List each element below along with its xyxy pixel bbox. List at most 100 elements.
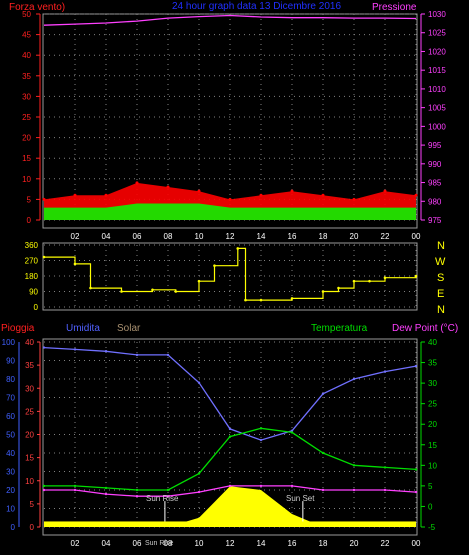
wind-gust-point-5 [197, 189, 201, 193]
temperature-point-2 [104, 486, 108, 490]
rain-tick-label-50: 50 [6, 431, 15, 440]
chart-date-title: 24 hour graph data 13 Dicembre 2016 [172, 1, 341, 12]
wind-left-tick-label-25: 25 [22, 113, 31, 122]
temperature-tick-label-40: 40 [428, 338, 437, 347]
dir-tick-label-90: 90 [29, 288, 38, 297]
compass-labels: N W S E N [435, 240, 446, 316]
dewpoint-point-7 [259, 484, 263, 488]
compass-w: W [435, 256, 446, 268]
dewpoint-point-12 [414, 490, 418, 494]
rain-tick-label-40: 40 [6, 449, 15, 458]
bottom-x-tick-label-08: 08 [164, 539, 173, 548]
rain-label: Pioggia [1, 323, 35, 334]
humidity-point-9 [321, 392, 325, 395]
wind-left-tick-label-35: 35 [22, 72, 31, 81]
wind-direction-point-11 [290, 297, 294, 300]
dir-tick-label-180: 180 [25, 272, 39, 281]
wind-direction-point-6 [197, 279, 201, 283]
wind-direction-point-2 [89, 286, 92, 290]
humidity-point-10 [352, 377, 356, 381]
pressure-tick-label-1000: 1000 [428, 122, 446, 131]
grid [44, 13, 417, 528]
temperature-point-5 [197, 472, 201, 475]
wind-left-tick-label-20: 20 [22, 134, 31, 143]
temperature-tick-label-35: 35 [428, 359, 437, 368]
rain-tick-label-90: 90 [6, 357, 15, 366]
compass-e: E [437, 288, 444, 300]
humidity-tick-label-5: 5 [30, 500, 35, 509]
dewpoint-point-0 [42, 488, 46, 492]
humidity-point-8 [290, 429, 294, 432]
temperature-tick-label-20: 20 [428, 420, 437, 429]
wind-left-tick-label-30: 30 [22, 92, 31, 101]
humidity-point-3 [135, 353, 139, 357]
wind-x-tick-label-12: 12 [226, 232, 235, 241]
humidity-point-2 [104, 350, 108, 353]
wind-left-tick-label-40: 40 [22, 51, 31, 60]
temperature-point-10 [352, 464, 356, 467]
wind-direction-point-15 [368, 279, 371, 283]
sunrise-axis-annotation: Sun Rise [145, 540, 174, 547]
bottom-x-tick-label-02: 02 [71, 539, 80, 548]
wind-x-tick-label-16: 16 [288, 232, 297, 241]
bottom-x-tick-label-10: 10 [195, 539, 204, 548]
dewpoint-label: Dew Point (°C) [392, 323, 458, 334]
pressure-tick-label-980: 980 [428, 197, 442, 206]
wind-left-tick-label-45: 45 [22, 31, 31, 40]
wind-x-tick-label-02: 02 [71, 232, 80, 241]
wind-gust-point-3 [135, 181, 139, 185]
wind-direction-point-9 [244, 298, 247, 302]
solar-label: Solar [117, 323, 141, 334]
temperature-tick-label-25: 25 [428, 400, 437, 409]
bottom-x-tick-label-12: 12 [226, 539, 235, 548]
wind-direction-point-12 [321, 290, 325, 293]
temperature-point-0 [42, 484, 46, 488]
wind-gust-point-10 [352, 197, 356, 201]
temperature-point-7 [259, 427, 263, 430]
humidity-point-7 [259, 438, 263, 442]
humidity-tick-label-30: 30 [25, 384, 34, 393]
rain-tick-label-10: 10 [6, 505, 15, 514]
wind-x-tick-label-14: 14 [257, 232, 266, 241]
humidity-tick-label-35: 35 [25, 361, 34, 370]
rain-tick-label-20: 20 [6, 486, 15, 495]
wind-direction-point-4 [151, 288, 154, 292]
humidity-point-5 [197, 381, 201, 384]
wind-gust-point-7 [259, 193, 263, 197]
wind-left-tick-label-0: 0 [27, 216, 32, 225]
dewpoint-point-3 [135, 494, 139, 498]
pressure-title: Pressione [372, 2, 417, 13]
pressure-tick-label-1025: 1025 [428, 29, 446, 38]
wind-direction-point-7 [213, 264, 216, 267]
wind-gust-point-2 [104, 193, 108, 197]
temperature-point-8 [290, 431, 294, 434]
bottom-x-tick-label-22: 22 [381, 539, 390, 548]
rain-tick-label-0: 0 [11, 523, 16, 532]
sunset-annotation: Sun Set [286, 494, 315, 503]
humidity-point-0 [42, 346, 46, 349]
bottom-x-tick-label-14: 14 [257, 539, 266, 548]
wind-direction-point-17 [414, 274, 418, 278]
pressure-tick-label-985: 985 [428, 179, 442, 188]
wind-gust-point-1 [73, 193, 77, 197]
humidity-tick-label-40: 40 [25, 338, 34, 347]
dewpoint-point-4 [166, 494, 170, 498]
solar-area [44, 486, 416, 527]
wind-direction-point-14 [352, 279, 356, 283]
dewpoint-point-2 [104, 492, 108, 496]
humidity-tick-label-15: 15 [25, 454, 34, 463]
pressure-tick-label-995: 995 [428, 141, 442, 150]
wind-direction-point-3 [120, 290, 123, 293]
pressure-tick-label-1015: 1015 [428, 66, 446, 75]
pressure-tick-label-1030: 1030 [428, 10, 446, 19]
dewpoint-point-9 [321, 488, 325, 492]
wind-direction-point-1 [73, 262, 77, 266]
wind-direction-point-10 [259, 298, 263, 302]
bottom-x-tick-label-16: 16 [288, 539, 297, 548]
humidity-point-6 [228, 427, 232, 431]
temperature-point-4 [166, 488, 170, 492]
wind-gust-point-8 [290, 189, 294, 193]
compass-n-bottom: N [437, 304, 445, 316]
humidity-label: Umidita [66, 323, 100, 334]
